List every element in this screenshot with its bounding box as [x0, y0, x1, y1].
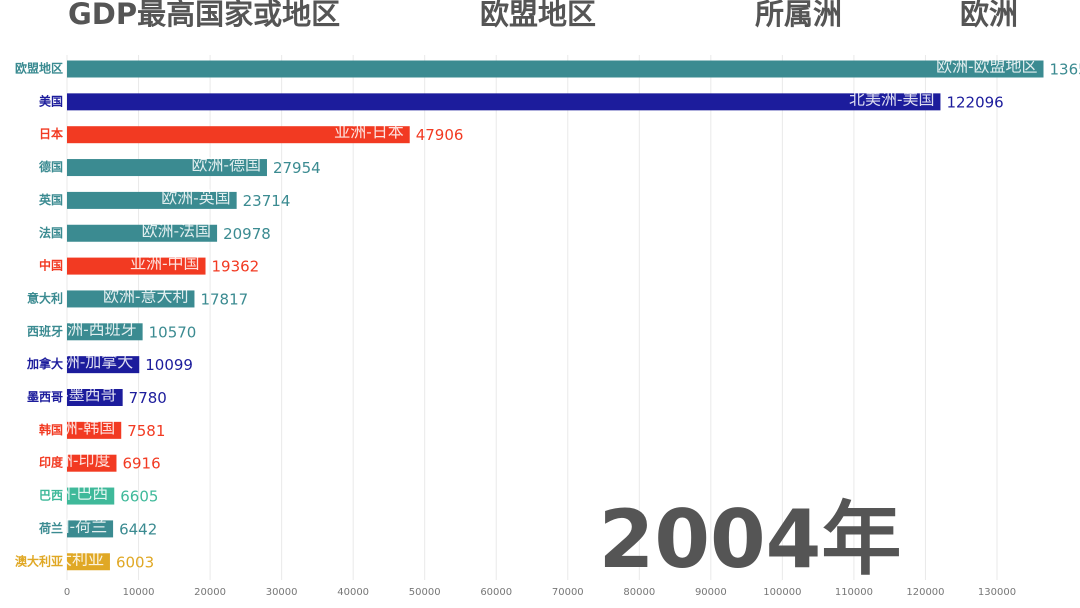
category-label: 墨西哥 — [27, 390, 63, 404]
category-label: 法国 — [39, 225, 63, 240]
x-tick-label: 60000 — [480, 587, 512, 598]
bar — [67, 126, 410, 144]
category-label: 印度 — [39, 455, 64, 470]
value-label: 23714 — [243, 192, 291, 210]
category-label: 巴西 — [39, 489, 63, 503]
bar-label: 欧洲-英国 — [161, 188, 230, 207]
bar-label: 南美洲-巴西 — [23, 484, 108, 503]
x-tick-label: 100000 — [763, 587, 801, 598]
category-label: 意大利 — [27, 290, 63, 305]
bar — [67, 257, 206, 275]
header-text: 所属洲 — [755, 0, 842, 31]
value-label: 47906 — [416, 126, 464, 144]
value-label: 10099 — [145, 356, 193, 374]
bar-label: 亚洲-印度 — [41, 451, 110, 470]
bar — [67, 159, 267, 177]
value-label: 122096 — [946, 93, 1003, 111]
category-label: 韩国 — [39, 422, 63, 437]
x-tick-label: 30000 — [266, 587, 298, 598]
bar — [67, 290, 195, 308]
bar — [67, 93, 941, 111]
x-tick-label: 90000 — [695, 587, 727, 598]
category-label: 日本 — [39, 126, 63, 141]
category-label: 加拿大 — [26, 356, 63, 371]
category-label: 澳大利亚 — [15, 553, 63, 568]
category-label: 美国 — [39, 93, 63, 108]
bar — [67, 224, 218, 242]
bar-label: 亚洲-日本 — [334, 122, 403, 141]
bar — [67, 520, 114, 538]
value-label: 6003 — [116, 553, 154, 571]
x-tick-label: 20000 — [194, 587, 226, 598]
bar-label: 大洋洲-澳大利亚 — [0, 549, 104, 568]
header: GDP最高国家或地区 欧盟地区 所属洲 欧洲 — [68, 0, 1018, 31]
header-text: GDP最高国家或地区 — [68, 0, 340, 31]
value-label: 10570 — [149, 323, 197, 341]
bar-label: 欧洲-法国 — [142, 221, 211, 240]
x-tick-label: 110000 — [835, 587, 873, 598]
category-label: 西班牙 — [27, 323, 63, 338]
bar-label: 北美洲-加拿大 — [32, 352, 133, 371]
bar — [67, 356, 140, 374]
x-tick-label: 120000 — [906, 587, 944, 598]
bar-label: 欧洲-德国 — [192, 155, 261, 174]
category-label: 欧盟地区 — [15, 61, 63, 76]
bar — [67, 553, 110, 571]
x-tick-label: 80000 — [623, 587, 655, 598]
bar — [67, 389, 123, 406]
category-label: 英国 — [39, 192, 63, 207]
x-tick-label: 50000 — [409, 587, 441, 598]
header-text: 欧盟地区 — [480, 0, 596, 31]
x-tick-label: 40000 — [337, 587, 369, 598]
category-label: 荷兰 — [38, 520, 63, 535]
bar-label: 欧洲-欧盟地区 — [936, 57, 1037, 76]
value-label: 6442 — [119, 520, 157, 538]
category-label: 德国 — [39, 159, 63, 174]
x-tick-label: 70000 — [552, 587, 584, 598]
bar-label: 亚洲-中国 — [130, 254, 199, 273]
header-text: 欧洲 — [960, 0, 1018, 31]
value-label: 27954 — [273, 159, 321, 177]
bar — [67, 454, 117, 472]
year-annotation: 2004年 — [599, 493, 902, 586]
x-tick-label: 0 — [64, 587, 70, 598]
value-label: 136500 — [1050, 61, 1080, 79]
bar — [67, 487, 115, 505]
bar-label: 北美洲-美国 — [849, 89, 934, 108]
value-label: 6916 — [122, 455, 160, 473]
bar — [67, 60, 1044, 78]
value-label: 19362 — [212, 258, 260, 276]
value-label: 7581 — [127, 422, 165, 440]
value-label: 20978 — [223, 225, 271, 243]
bar — [67, 191, 237, 209]
category-label: 中国 — [39, 258, 63, 273]
bar-label: 北美洲-墨西哥 — [15, 385, 116, 404]
bar-label: 欧洲-荷兰 — [38, 516, 107, 535]
bar — [67, 421, 122, 439]
bar — [67, 323, 143, 341]
bar-label: 欧洲-意大利 — [103, 286, 188, 305]
x-tick-label: 130000 — [978, 587, 1016, 598]
value-label: 17817 — [200, 290, 248, 308]
x-tick-label: 10000 — [123, 587, 155, 598]
bar-label: 亚洲-韩国 — [46, 418, 115, 437]
value-label: 6605 — [120, 488, 158, 506]
value-label: 7780 — [129, 389, 167, 407]
bar-label: 欧洲-西班牙 — [51, 319, 136, 338]
